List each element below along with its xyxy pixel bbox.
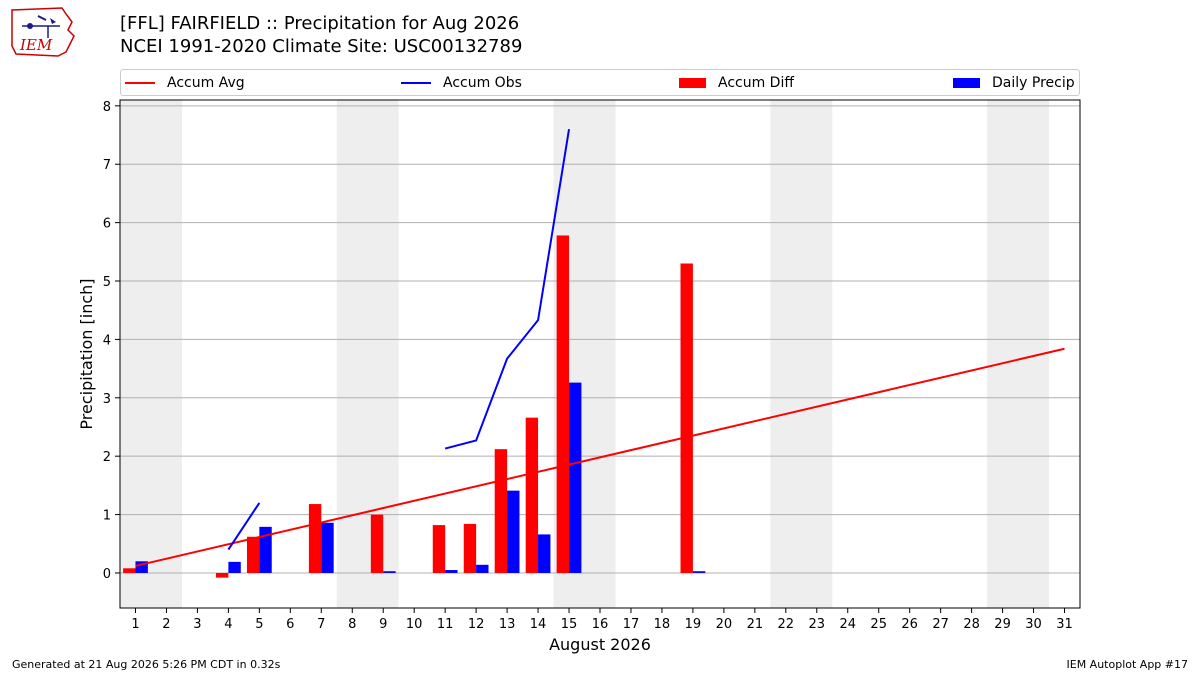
y-axis-label: Precipitation [inch] <box>77 278 96 429</box>
accum-avg-line <box>135 347 1065 567</box>
accum-diff-bar-9 <box>370 514 384 573</box>
x-tick-label-28: 28 <box>963 617 980 632</box>
x-tick-label-12: 12 <box>468 617 485 632</box>
legend-label-daily-precip: Daily Precip <box>992 74 1075 91</box>
y-tick-label-5: 5 <box>103 275 111 290</box>
x-tick-label-15: 15 <box>561 617 578 632</box>
legend-swatch-accum-obs <box>401 81 431 84</box>
x-tick-label-2: 2 <box>162 617 170 632</box>
app-footer: IEM Autoplot App #17 <box>1066 658 1189 671</box>
x-tick-label-5: 5 <box>255 617 263 632</box>
x-tick-label-22: 22 <box>778 617 795 632</box>
y-tick-label-8: 8 <box>103 100 111 115</box>
accum-diff-bar-11 <box>432 525 446 573</box>
legend-label-accum-obs: Accum Obs <box>443 74 522 91</box>
generated-footer: Generated at 21 Aug 2026 5:26 PM CDT in … <box>12 658 281 671</box>
iem-logo: IEM <box>11 7 75 57</box>
accum-diff-bar-1 <box>123 568 136 573</box>
x-tick-label-26: 26 <box>901 617 918 632</box>
daily-precip-bar-5 <box>259 526 272 573</box>
x-tick-label-24: 24 <box>839 617 856 632</box>
accum-diff-bar-19 <box>680 263 693 573</box>
accum-diff-bar-4 <box>216 572 229 578</box>
legend-item-daily-precip: Daily Precip <box>953 70 1075 95</box>
accum-diff-bar-5 <box>246 536 260 573</box>
accum-diff-bar-13 <box>494 449 508 573</box>
x-tick-label-18: 18 <box>654 617 671 632</box>
x-tick-label-11: 11 <box>437 617 454 632</box>
accum-obs-line-0 <box>227 502 261 551</box>
x-tick-label-23: 23 <box>809 617 826 632</box>
daily-precip-bar-7 <box>321 522 334 573</box>
x-tick-label-31: 31 <box>1056 617 1073 632</box>
chart-title: [FFL] FAIRFIELD :: Precipitation for Aug… <box>120 13 520 34</box>
x-axis-label: August 2026 <box>549 635 651 654</box>
legend-swatch-accum-diff <box>679 77 706 88</box>
x-tick-label-16: 16 <box>592 617 609 632</box>
legend-label-accum-diff: Accum Diff <box>718 74 795 91</box>
legend-item-accum-obs: Accum Obs <box>401 70 522 95</box>
legend-item-accum-avg: Accum Avg <box>125 70 245 95</box>
accum-diff-bar-12 <box>463 523 477 573</box>
legend-swatch-accum-avg <box>125 81 155 84</box>
logo-text: IEM <box>19 36 53 54</box>
x-tick-label-14: 14 <box>530 617 547 632</box>
x-tick-label-10: 10 <box>406 617 423 632</box>
y-tick-label-0: 0 <box>103 567 111 582</box>
y-tick-label-4: 4 <box>103 333 111 348</box>
x-tick-label-30: 30 <box>1025 617 1042 632</box>
daily-precip-bar-14 <box>538 534 551 573</box>
chart-subtitle: NCEI 1991-2020 Climate Site: USC00132789 <box>120 36 523 57</box>
x-tick-label-7: 7 <box>317 617 325 632</box>
x-tick-label-21: 21 <box>747 617 764 632</box>
x-tick-label-19: 19 <box>685 617 702 632</box>
y-tick-label-2: 2 <box>103 450 111 465</box>
daily-precip-bar-1 <box>135 561 148 573</box>
weekend-shade-1 <box>336 100 399 608</box>
legend: Accum Avg Accum Obs Accum Diff Daily Pre… <box>120 69 1080 96</box>
y-tick-label-7: 7 <box>103 158 111 173</box>
weekend-shade-0 <box>120 100 182 608</box>
x-tick-label-25: 25 <box>870 617 887 632</box>
legend-label-accum-avg: Accum Avg <box>167 74 245 91</box>
legend-swatch-daily-precip <box>953 77 980 88</box>
accum-diff-bar-14 <box>525 417 539 573</box>
x-tick-label-9: 9 <box>379 617 387 632</box>
accum-obs-line-1 <box>444 129 571 450</box>
daily-precip-bar-19 <box>692 571 706 573</box>
daily-precip-bar-12 <box>476 564 489 573</box>
chart-title-block: [FFL] FAIRFIELD :: Precipitation for Aug… <box>120 12 522 58</box>
line-series <box>135 129 1065 567</box>
accum-diff-bar-15 <box>556 235 570 573</box>
x-tick-label-4: 4 <box>224 617 232 632</box>
x-tick-label-20: 20 <box>716 617 733 632</box>
bar-series <box>123 235 706 578</box>
daily-precip-bar-15 <box>569 382 582 573</box>
weekend-shade-3 <box>770 100 833 608</box>
y-tick-label-6: 6 <box>103 217 111 232</box>
y-tick-label-3: 3 <box>103 392 111 407</box>
x-tick-label-17: 17 <box>623 617 640 632</box>
x-tick-label-13: 13 <box>499 617 516 632</box>
daily-precip-bar-9 <box>383 571 396 573</box>
x-tick-label-1: 1 <box>131 617 139 632</box>
x-tick-label-27: 27 <box>932 617 949 632</box>
daily-precip-bar-13 <box>507 490 520 573</box>
x-tick-label-6: 6 <box>286 617 294 632</box>
grid-lines <box>120 105 1080 574</box>
accum-diff-bar-7 <box>308 504 322 573</box>
x-tick-label-8: 8 <box>348 617 356 632</box>
x-tick-label-29: 29 <box>994 617 1011 632</box>
daily-precip-bar-4 <box>228 561 241 573</box>
daily-precip-bar-11 <box>445 570 458 573</box>
legend-item-accum-diff: Accum Diff <box>679 70 794 95</box>
y-tick-label-1: 1 <box>103 509 111 524</box>
x-tick-label-3: 3 <box>193 617 201 632</box>
